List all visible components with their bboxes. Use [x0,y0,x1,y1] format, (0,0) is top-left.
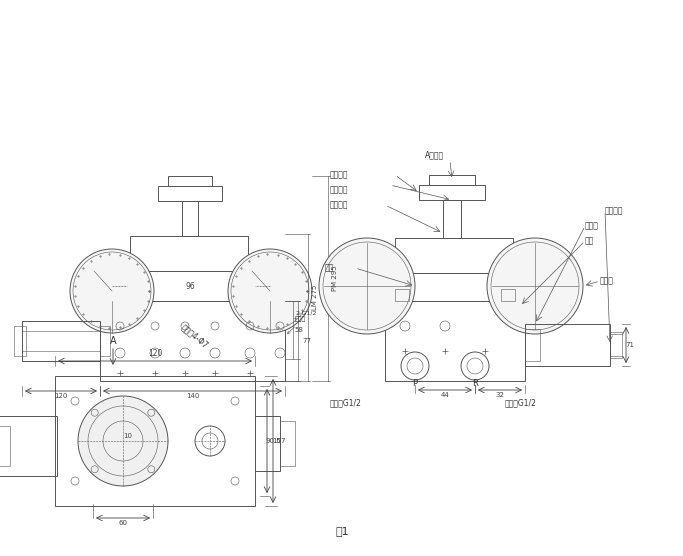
Text: 77: 77 [302,338,311,344]
Text: 140: 140 [186,393,199,399]
Bar [0,416,57,476]
Bar [525,324,610,366]
Text: A: A [110,336,116,346]
Bar [55,376,255,506]
Bar [405,273,505,301]
Text: 44: 44 [441,392,449,398]
Text: 回油口G1/2: 回油口G1/2 [505,399,537,408]
Bar [168,176,212,186]
Text: 行程开关: 行程开关 [605,206,624,216]
Text: 107: 107 [273,438,285,444]
Text: 96: 96 [185,281,195,290]
Bar [140,271,240,301]
Bar [395,289,409,301]
Text: A向旋转: A向旋转 [425,151,444,160]
Bar [280,421,295,466]
Bar [385,301,525,381]
Text: 10: 10 [124,433,133,439]
Text: 60: 60 [118,520,128,526]
Bar [419,185,485,200]
Text: 90.5: 90.5 [265,438,281,444]
Bar [100,301,285,381]
Text: 32: 32 [496,392,505,398]
Circle shape [487,238,583,334]
Bar [14,326,26,356]
Bar [429,175,475,185]
Bar [255,416,280,471]
Bar [443,200,461,238]
Text: 安装孔4-Φ7: 安装孔4-Φ7 [180,322,210,350]
Text: 阀体: 阀体 [585,236,594,246]
Bar [158,186,222,201]
Text: 120: 120 [55,393,68,399]
Text: 图1: 图1 [335,526,349,536]
Text: 调压手轮: 调压手轮 [330,171,348,180]
Text: R: R [472,380,478,389]
Bar [0,426,10,466]
Text: 58: 58 [294,327,303,333]
Bar [610,332,622,358]
Text: PM 295: PM 295 [332,266,338,291]
Text: 指示开: 指示开 [585,221,599,231]
Bar [100,326,110,356]
Text: 71: 71 [626,342,635,348]
Text: P: P [413,380,417,389]
Text: 120: 120 [148,350,162,359]
Text: 覆表: 覆表 [325,264,334,272]
Bar [22,321,100,361]
Text: LM 275: LM 275 [312,285,318,310]
Text: 锁紧螺母: 锁紧螺母 [330,201,348,210]
Circle shape [228,249,312,333]
Text: 压力表: 压力表 [600,276,614,285]
Text: 调压螺钉: 调压螺钉 [330,186,348,195]
Circle shape [70,249,154,333]
Bar [395,238,513,273]
Text: 进油口G1/2: 进油口G1/2 [330,399,362,408]
Bar [130,236,248,271]
Text: 2-G1/2
排油口: 2-G1/2 排油口 [288,310,316,334]
Circle shape [78,396,168,486]
Bar [501,289,515,301]
Bar [182,201,198,236]
Circle shape [319,238,415,334]
Bar [525,329,540,361]
